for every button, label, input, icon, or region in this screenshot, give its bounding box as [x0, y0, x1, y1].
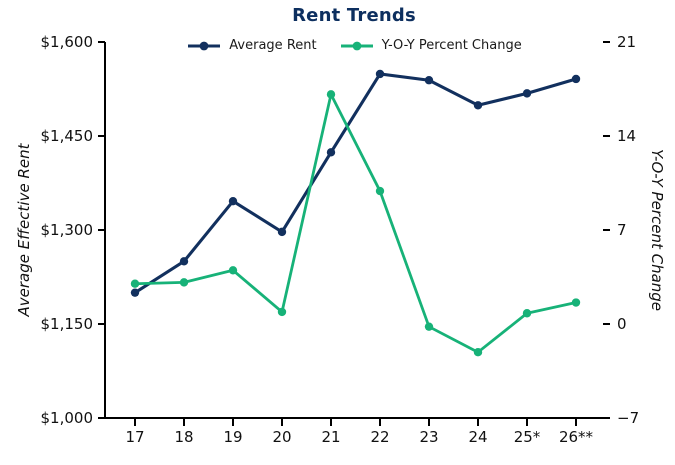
- legend: Average Rent Y-O-Y Percent Change: [105, 38, 603, 53]
- data-point: [130, 279, 140, 288]
- legend-item-yoy-percent-change: Y-O-Y Percent Change: [339, 38, 522, 53]
- data-point: [473, 101, 483, 110]
- data-point: [522, 89, 532, 98]
- right-axis-tick-label: 21: [617, 33, 636, 51]
- right-axis-tick-label: 0: [617, 315, 627, 333]
- left-axis-tick-label: $1,300: [41, 221, 94, 239]
- average-rent-line-icon: [188, 41, 221, 50]
- right-axis-tick-label: 7: [617, 221, 627, 239]
- data-point: [473, 348, 483, 357]
- legend-label-yoy-percent-change: Y-O-Y Percent Change: [381, 38, 522, 53]
- x-axis-tick-label: 19: [223, 428, 242, 446]
- data-point: [375, 69, 385, 79]
- right-axis-tick-label: −7: [617, 409, 639, 427]
- yoy-percent-change-line-icon: [340, 41, 373, 50]
- data-point: [130, 288, 140, 297]
- x-axis-tick-label: 25*: [514, 428, 541, 446]
- right-axis-tick-label: 14: [617, 127, 636, 145]
- series-line-yoy-percent-change: [133, 92, 578, 354]
- x-axis-tick-label: 21: [321, 428, 340, 446]
- data-point: [522, 309, 532, 318]
- left-axis-tick-label: $1,600: [41, 33, 94, 51]
- data-point: [326, 90, 336, 99]
- series-line-average-rent: [133, 72, 578, 295]
- data-point: [326, 148, 336, 157]
- x-axis-tick-label: 23: [419, 428, 438, 446]
- x-axis-tick-label: 24: [468, 428, 487, 446]
- data-point: [424, 322, 434, 331]
- legend-label-average-rent: Average Rent: [229, 38, 317, 53]
- data-point: [375, 186, 385, 196]
- chart-title: Rent Trends: [292, 5, 416, 26]
- left-axis-tick-label: $1,150: [41, 315, 94, 333]
- data-point: [424, 76, 434, 85]
- legend-item-average-rent: Average Rent: [186, 38, 317, 53]
- data-point: [179, 257, 189, 266]
- left-axis-tick-label: $1,000: [41, 409, 94, 427]
- data-point: [571, 298, 581, 307]
- data-point: [571, 74, 581, 84]
- x-axis-tick-label: 18: [174, 428, 193, 446]
- data-point: [277, 227, 287, 237]
- data-point: [228, 196, 238, 206]
- x-axis-tick-label: 20: [272, 428, 291, 446]
- data-point: [228, 266, 238, 275]
- x-axis-tick-label: 17: [125, 428, 144, 446]
- x-axis-tick-label: 26**: [559, 428, 594, 446]
- data-point: [179, 278, 189, 287]
- x-axis-tick-label: 22: [370, 428, 389, 446]
- data-point: [277, 307, 287, 317]
- left-axis-tick-label: $1,450: [41, 127, 94, 145]
